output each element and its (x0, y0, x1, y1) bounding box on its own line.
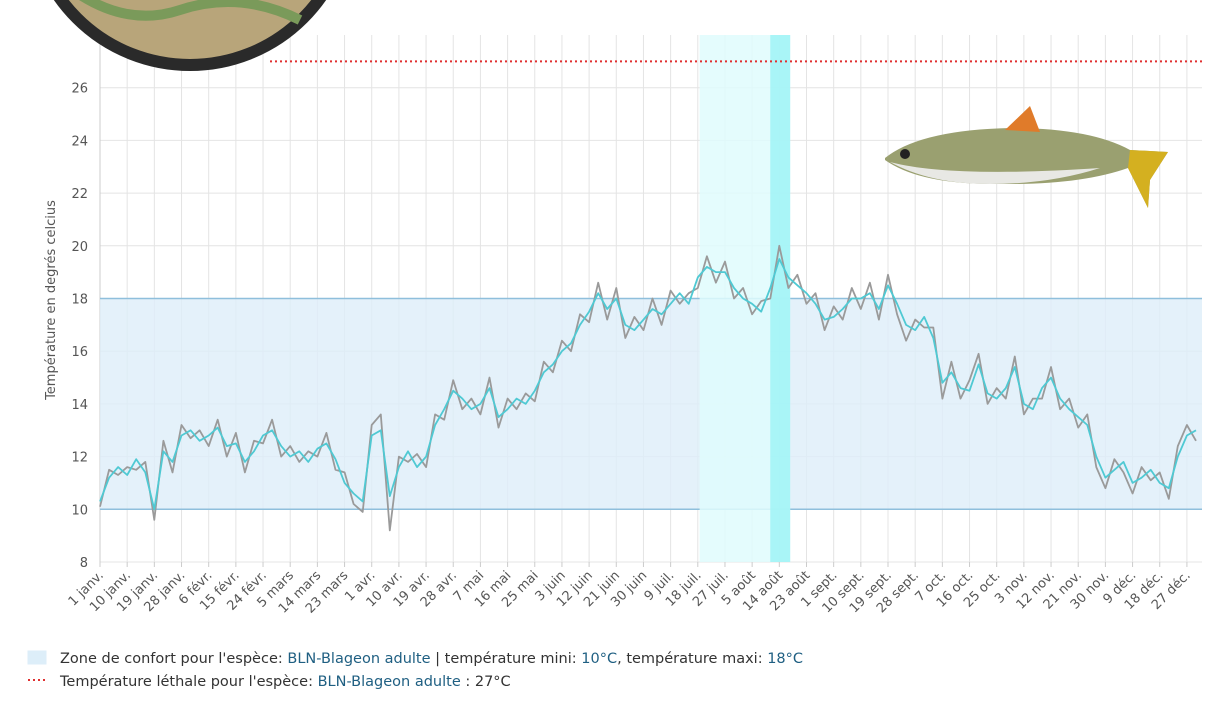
legend-part: 10°C (581, 651, 617, 667)
fish-belly (890, 162, 1100, 184)
legend-text: Température léthale pour l'espèce: BLN-B… (59, 674, 511, 690)
comfort-zone (100, 298, 1202, 510)
legend-part: | température mini: (431, 651, 582, 667)
legend-text: Zone de confort pour l'espèce: BLN-Blage… (60, 651, 803, 667)
map-thumbnail (53, 0, 327, 71)
fish-eye (900, 149, 910, 159)
legend-part: , température maxi: (617, 651, 767, 667)
legend-part: 18°C (767, 651, 803, 667)
y-tick-label: 18 (71, 293, 88, 308)
legend-part: BLN-Blageon adulte (318, 674, 461, 690)
y-tick-label: 8 (80, 556, 88, 571)
legend-part: : 27°C (461, 674, 511, 690)
y-axis-title: Température en degrés celcius (44, 200, 59, 401)
y-tick-label: 26 (71, 82, 88, 97)
temperature-line (99, 258, 1197, 511)
legend-part: BLN-Blageon adulte (287, 651, 430, 667)
y-tick-label: 24 (71, 134, 88, 149)
y-tick-label: 14 (71, 398, 88, 413)
highlight-period (770, 35, 791, 562)
fish-tail (1128, 150, 1168, 208)
y-tick-label: 12 (71, 451, 88, 466)
y-tick-label: 10 (71, 503, 88, 518)
fish-body (885, 128, 1168, 208)
legend-part: Température léthale pour l'espèce: (59, 674, 318, 690)
fish-illustration (885, 106, 1168, 208)
y-tick-label: 20 (71, 240, 88, 255)
fish-fin (1005, 106, 1040, 132)
y-tick-label: 22 (71, 187, 88, 202)
legend-part: Zone de confort pour l'espèce: (60, 651, 287, 667)
map-terrain (79, 0, 303, 25)
y-tick-label: 16 (71, 345, 88, 360)
legend-swatch (27, 650, 47, 665)
